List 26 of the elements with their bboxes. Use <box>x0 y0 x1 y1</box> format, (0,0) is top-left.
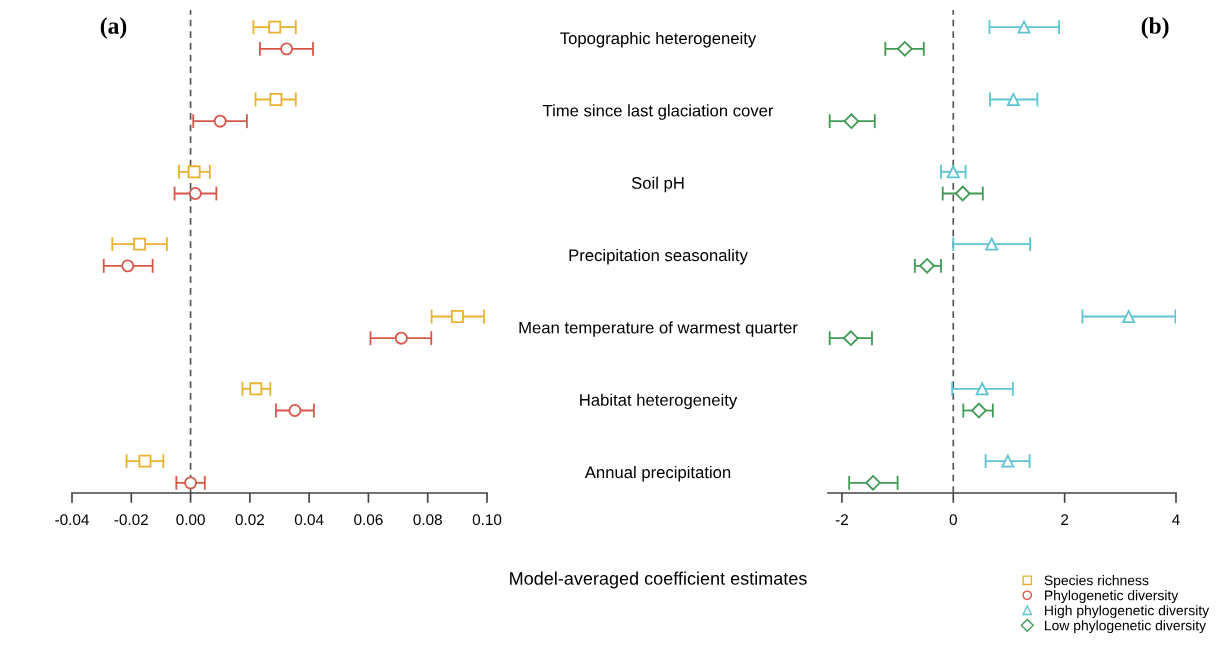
x-tick-label: 0.08 <box>413 514 442 526</box>
y-tick-label: Annual precipitation <box>584 465 731 482</box>
x-axis-title: Model-averaged coefficient estimates <box>510 571 807 589</box>
x-tick-label: -0.04 <box>55 514 89 526</box>
legend-label: Low phylogenetic diversity <box>1045 620 1207 634</box>
y-tick-label: Mean temperature of warmest quarter <box>519 321 798 337</box>
legend-label: Species richness <box>1044 575 1149 589</box>
y-tick-label: Time since last glaciation cover <box>542 104 774 120</box>
x-tick-label: 4 <box>1172 514 1180 525</box>
y-tick-label: Habitat heterogeneity <box>580 393 738 410</box>
y-tick-label: Precipitation seasonality <box>569 248 748 265</box>
x-tick-label: 0.02 <box>235 514 264 526</box>
y-tick-label: Topographic heterogeneity <box>560 31 757 48</box>
legend-label: High phylogenetic diversity <box>1045 605 1210 619</box>
x-tick-label: -2 <box>835 514 848 525</box>
x-tick-label: 0.06 <box>354 514 383 526</box>
x-tick-label: 0.00 <box>176 514 205 526</box>
chart-title: (b) <box>1141 17 1169 39</box>
x-tick-label: 0 <box>949 514 957 526</box>
x-tick-label: 2 <box>1061 514 1069 525</box>
x-tick-label: 0.10 <box>472 514 502 526</box>
legend-label: Phylogenetic diversity <box>1045 590 1179 604</box>
x-tick-label: -0.02 <box>114 514 148 526</box>
chart-title: (a) <box>100 17 127 39</box>
y-tick-label: Soil pH <box>631 176 684 193</box>
x-tick-label: 0.04 <box>294 514 324 526</box>
